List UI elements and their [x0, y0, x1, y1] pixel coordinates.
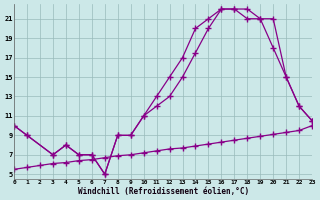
- X-axis label: Windchill (Refroidissement éolien,°C): Windchill (Refroidissement éolien,°C): [77, 187, 249, 196]
